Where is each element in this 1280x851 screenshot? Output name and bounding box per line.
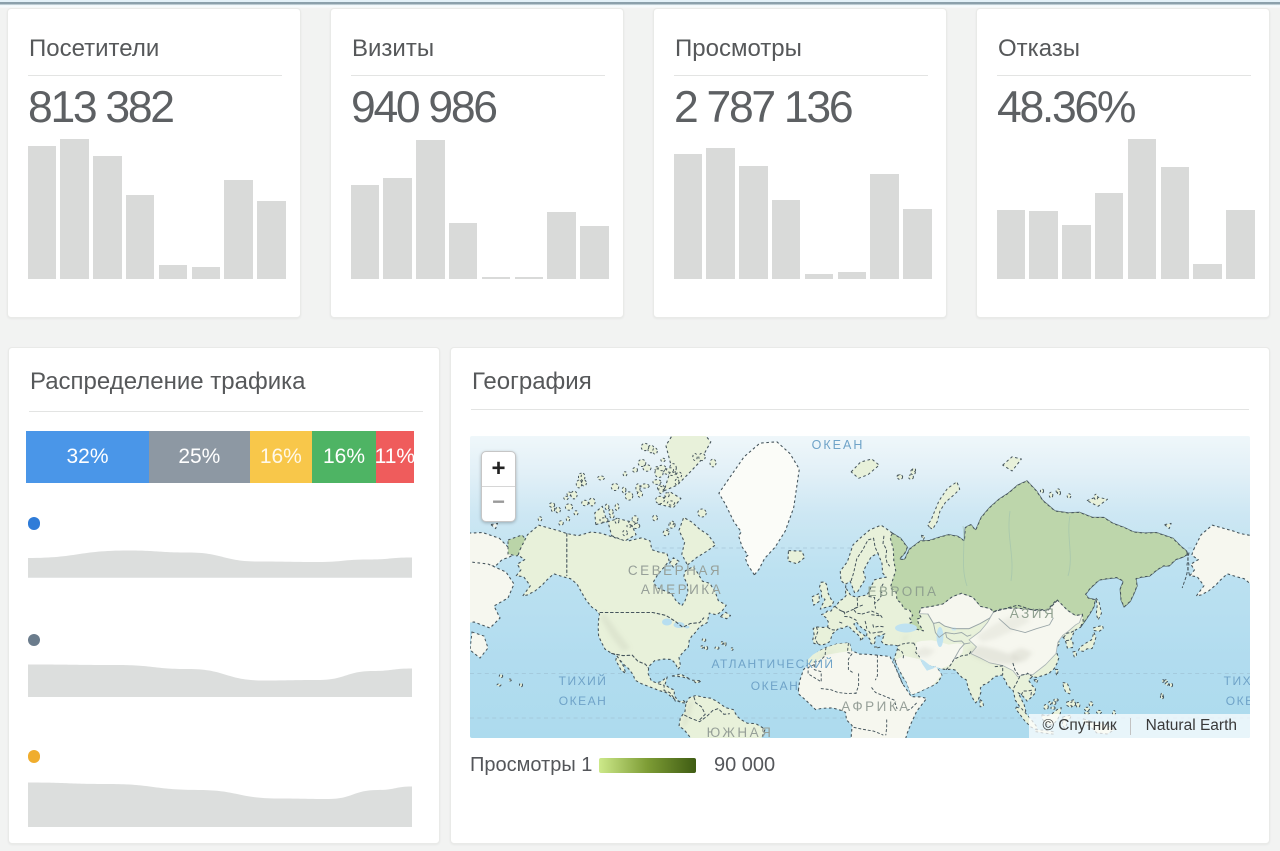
svg-text:ЮЖНАЯ: ЮЖНАЯ — [707, 725, 774, 738]
svg-text:АТЛАНТИЧЕСКИЙ: АТЛАНТИЧЕСКИЙ — [711, 656, 834, 671]
svg-text:ЕВРОПА: ЕВРОПА — [868, 584, 939, 599]
svg-text:СЕВЕРНАЯ: СЕВЕРНАЯ — [628, 563, 722, 578]
svg-text:АФРИКА: АФРИКА — [841, 699, 910, 714]
svg-text:АЗИЯ: АЗИЯ — [1010, 606, 1056, 621]
svg-text:ОКЕАН: ОКЕАН — [812, 438, 865, 452]
svg-text:АМЕРИКА: АМЕРИКА — [641, 582, 723, 597]
svg-text:ОКЕАН: ОКЕАН — [1226, 694, 1250, 708]
svg-text:ТИХИЙ: ТИХИЙ — [559, 673, 608, 688]
svg-text:ОКЕАН: ОКЕАН — [751, 679, 800, 693]
svg-text:ОКЕАН: ОКЕАН — [559, 694, 608, 708]
svg-text:ТИХИЙ: ТИХИЙ — [1224, 673, 1250, 688]
